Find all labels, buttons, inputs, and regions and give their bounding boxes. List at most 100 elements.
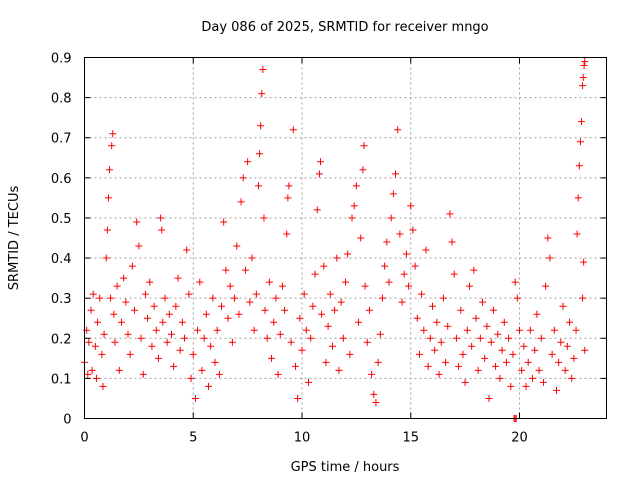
data-point: [579, 82, 587, 90]
data-point: [577, 118, 585, 126]
data-point: [135, 242, 143, 250]
data-point: [148, 342, 156, 350]
data-point: [389, 190, 397, 198]
data-point: [459, 350, 467, 358]
data-point: [485, 394, 493, 402]
data-point: [88, 366, 96, 374]
data-point: [573, 230, 581, 238]
y-tick-label: 0.2: [51, 332, 72, 347]
y-axis-label: SRMTID / TECUs: [7, 186, 22, 291]
data-point: [87, 306, 95, 314]
data-point: [159, 318, 167, 326]
data-point: [261, 306, 269, 314]
x-tick-label: 0: [80, 431, 88, 446]
data-point: [94, 318, 102, 326]
data-point: [109, 130, 117, 138]
data-point: [157, 214, 165, 222]
data-point: [442, 358, 450, 366]
data-point: [544, 234, 552, 242]
y-tick-label: 0.6: [51, 172, 72, 187]
data-point: [570, 354, 578, 362]
data-point: [113, 282, 121, 290]
data-point: [511, 278, 519, 286]
data-point: [298, 346, 306, 354]
data-point: [305, 378, 313, 386]
data-point: [313, 206, 321, 214]
plot-frame: [84, 57, 607, 419]
data-point: [187, 374, 195, 382]
y-tick-label: 0.8: [51, 92, 72, 107]
data-point: [222, 266, 230, 274]
data-point: [176, 346, 184, 354]
data-point: [198, 366, 206, 374]
data-point: [146, 278, 154, 286]
data-point: [117, 318, 125, 326]
data-point: [92, 374, 100, 382]
y-tick-label: 0.4: [51, 252, 72, 267]
data-point: [311, 270, 319, 278]
data-point: [258, 90, 266, 98]
data-point: [120, 274, 128, 282]
data-point: [400, 270, 408, 278]
data-point: [398, 298, 406, 306]
data-point: [150, 302, 158, 310]
data-point: [107, 294, 115, 302]
data-point: [555, 358, 563, 366]
data-point: [278, 282, 286, 290]
data-point: [231, 294, 239, 302]
x-tick-label: 5: [189, 431, 197, 446]
data-point: [331, 306, 339, 314]
data-point: [470, 266, 478, 274]
y-tick-label: 0.1: [51, 372, 72, 387]
data-point: [472, 314, 480, 322]
data-point: [516, 326, 523, 334]
data-point: [337, 298, 345, 306]
data-point: [352, 182, 360, 190]
data-point: [274, 370, 282, 378]
data-point: [483, 322, 491, 330]
data-point: [439, 294, 447, 302]
data-point: [296, 314, 304, 322]
data-point: [457, 306, 465, 314]
data-point: [407, 202, 415, 210]
data-point: [455, 362, 463, 370]
data-point: [381, 262, 389, 270]
data-point: [163, 338, 171, 346]
data-point: [405, 282, 413, 290]
axis-ticks: [84, 57, 607, 419]
data-point: [124, 330, 132, 338]
data-point: [581, 58, 589, 66]
data-point: [492, 362, 500, 370]
data-point: [276, 330, 284, 338]
data-point: [487, 338, 495, 346]
data-point: [168, 330, 175, 338]
data-point: [529, 374, 537, 382]
data-point: [537, 334, 545, 342]
data-point: [181, 334, 189, 342]
data-point: [218, 302, 226, 310]
data-point: [446, 210, 454, 218]
data-point: [248, 254, 256, 262]
data-point: [335, 366, 343, 374]
data-point: [520, 342, 528, 350]
data-point: [370, 390, 378, 398]
data-point: [246, 298, 254, 306]
data-point: [507, 382, 515, 390]
data-point: [220, 218, 228, 226]
data-point: [215, 370, 223, 378]
data-point: [283, 230, 291, 238]
data-point: [213, 326, 221, 334]
data-point: [281, 306, 289, 314]
data-point: [183, 246, 191, 254]
data-point: [524, 358, 532, 366]
data-point: [500, 318, 508, 326]
data-point: [89, 290, 97, 298]
data-point: [579, 74, 587, 82]
data-point: [233, 242, 241, 250]
data-point: [294, 394, 302, 402]
data-point: [287, 338, 295, 346]
data-point: [300, 290, 308, 298]
data-point: [448, 238, 456, 246]
data-point: [385, 278, 393, 286]
data-point: [365, 306, 373, 314]
